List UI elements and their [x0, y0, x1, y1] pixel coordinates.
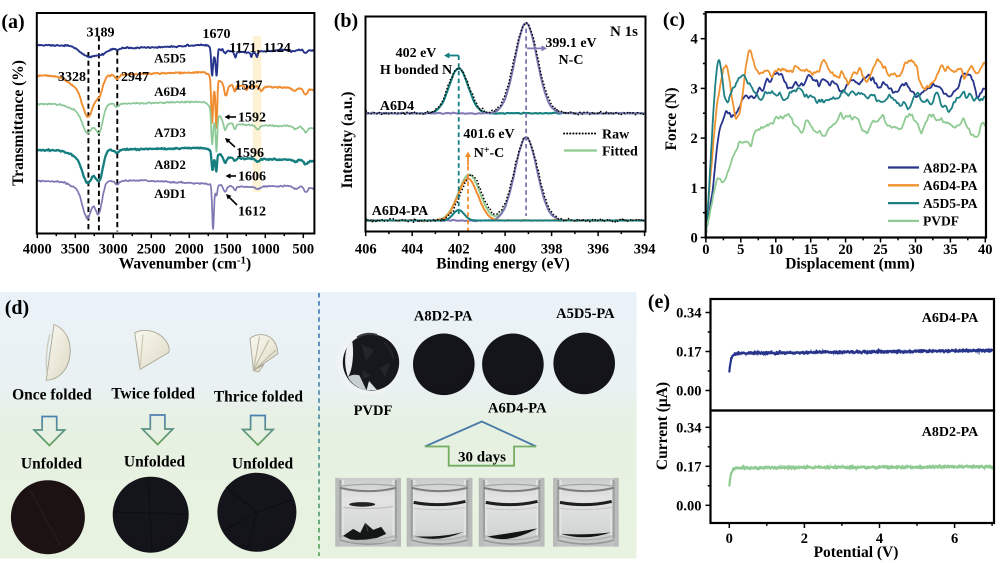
- svg-text:N 1s: N 1s: [610, 24, 638, 40]
- svg-text:396: 396: [587, 242, 609, 258]
- svg-text:(e): (e): [648, 291, 670, 313]
- svg-text:H bonded N: H bonded N: [380, 63, 452, 78]
- svg-text:6: 6: [951, 531, 958, 547]
- svg-text:404: 404: [401, 242, 423, 258]
- svg-text:1612: 1612: [238, 205, 266, 220]
- svg-text:Thrice folded: Thrice folded: [214, 389, 303, 406]
- svg-text:3: 3: [690, 81, 697, 97]
- svg-text:Intensity (a.u.): Intensity (a.u.): [339, 92, 356, 189]
- svg-text:0.00: 0.00: [676, 384, 701, 400]
- svg-text:0: 0: [726, 531, 733, 547]
- svg-text:A6D4-PA: A6D4-PA: [372, 204, 429, 219]
- svg-text:401.6 eV: 401.6 eV: [463, 127, 514, 142]
- svg-text:A8D2-PA: A8D2-PA: [923, 160, 978, 175]
- svg-text:(d): (d): [5, 297, 29, 319]
- svg-text:2: 2: [801, 531, 808, 547]
- svg-text:0.34: 0.34: [676, 420, 701, 436]
- svg-text:1500: 1500: [213, 242, 242, 258]
- svg-text:A5D5: A5D5: [154, 51, 186, 66]
- svg-text:2500: 2500: [137, 242, 166, 258]
- svg-text:0.34: 0.34: [676, 306, 701, 322]
- svg-text:2000: 2000: [175, 242, 204, 258]
- svg-text:0: 0: [690, 231, 697, 247]
- svg-text:15: 15: [803, 242, 818, 258]
- svg-text:(a): (a): [1, 11, 24, 33]
- svg-text:PVDF: PVDF: [354, 403, 393, 419]
- svg-text:1670: 1670: [203, 27, 231, 42]
- svg-text:2: 2: [690, 131, 697, 147]
- svg-text:1171, 1124: 1171, 1124: [229, 41, 290, 56]
- svg-text:0.00: 0.00: [676, 498, 701, 514]
- svg-text:(c): (c): [663, 9, 685, 31]
- svg-text:Binding energy (eV): Binding energy (eV): [436, 256, 569, 273]
- svg-text:PVDF: PVDF: [923, 214, 959, 229]
- svg-text:Potential (V): Potential (V): [814, 544, 899, 561]
- svg-text:A8D2-PA: A8D2-PA: [922, 425, 979, 440]
- svg-text:Fitted: Fitted: [602, 145, 638, 160]
- svg-text:1000: 1000: [251, 242, 280, 258]
- svg-text:A5D5-PA: A5D5-PA: [556, 306, 615, 322]
- svg-text:4: 4: [690, 32, 697, 48]
- svg-text:N-C: N-C: [559, 53, 584, 68]
- svg-text:Unfolded: Unfolded: [232, 456, 294, 473]
- svg-text:3500: 3500: [61, 242, 90, 258]
- svg-text:30 days: 30 days: [458, 450, 506, 466]
- svg-text:Once folded: Once folded: [12, 387, 92, 404]
- svg-text:10: 10: [769, 242, 784, 258]
- svg-text:2947: 2947: [121, 70, 149, 85]
- svg-text:1592: 1592: [238, 111, 266, 126]
- svg-text:A5D5-PA: A5D5-PA: [923, 196, 978, 211]
- svg-text:3328: 3328: [58, 70, 86, 85]
- svg-text:(b): (b): [334, 10, 358, 32]
- svg-text:Force (N): Force (N): [663, 88, 680, 151]
- svg-text:Wavenumber (cm-1): Wavenumber (cm-1): [119, 255, 251, 273]
- svg-text:A6D4-PA: A6D4-PA: [923, 178, 978, 193]
- svg-text:500: 500: [292, 242, 314, 258]
- svg-text:3000: 3000: [99, 242, 128, 258]
- svg-text:1587: 1587: [235, 79, 263, 94]
- svg-text:40: 40: [978, 242, 993, 258]
- svg-text:0.17: 0.17: [676, 345, 701, 361]
- svg-text:A6D4: A6D4: [380, 99, 414, 114]
- svg-text:402: 402: [448, 242, 470, 258]
- svg-text:4000: 4000: [23, 242, 52, 258]
- svg-text:394: 394: [634, 242, 656, 258]
- svg-text:0.17: 0.17: [676, 459, 701, 475]
- svg-text:5: 5: [737, 242, 744, 258]
- svg-text:A6D4-PA: A6D4-PA: [488, 401, 547, 417]
- svg-text:A6D4: A6D4: [154, 84, 186, 99]
- svg-text:1606: 1606: [238, 170, 266, 185]
- svg-text:Unfolded: Unfolded: [124, 454, 186, 471]
- svg-text:Raw: Raw: [602, 128, 630, 143]
- svg-text:0: 0: [702, 242, 709, 258]
- svg-text:3189: 3189: [87, 26, 115, 41]
- svg-text:Displacement (mm): Displacement (mm): [785, 256, 915, 273]
- svg-text:A8D2-PA: A8D2-PA: [414, 309, 473, 325]
- svg-text:A7D3: A7D3: [154, 125, 186, 140]
- svg-text:25: 25: [873, 242, 888, 258]
- svg-text:399.1 eV: 399.1 eV: [545, 36, 596, 51]
- svg-text:A9D1: A9D1: [154, 186, 186, 201]
- svg-text:4: 4: [876, 531, 883, 547]
- svg-text:Current (μA): Current (μA): [654, 382, 671, 470]
- svg-text:Twice folded: Twice folded: [111, 386, 195, 403]
- svg-text:406: 406: [355, 242, 377, 258]
- svg-text:400: 400: [494, 242, 516, 258]
- svg-text:398: 398: [541, 242, 563, 258]
- svg-text:1596: 1596: [236, 146, 264, 161]
- svg-text:A8D2: A8D2: [154, 157, 186, 172]
- svg-text:20: 20: [838, 242, 853, 258]
- svg-text:Transmittance (%): Transmittance (%): [10, 60, 27, 186]
- svg-text:Unfolded: Unfolded: [21, 456, 83, 473]
- svg-text:402 eV: 402 eV: [396, 46, 437, 61]
- svg-text:A6D4-PA: A6D4-PA: [922, 311, 979, 326]
- svg-text:1: 1: [690, 181, 697, 197]
- svg-text:30: 30: [908, 242, 923, 258]
- svg-text:35: 35: [943, 242, 958, 258]
- svg-text:N+-C: N+-C: [474, 145, 505, 161]
